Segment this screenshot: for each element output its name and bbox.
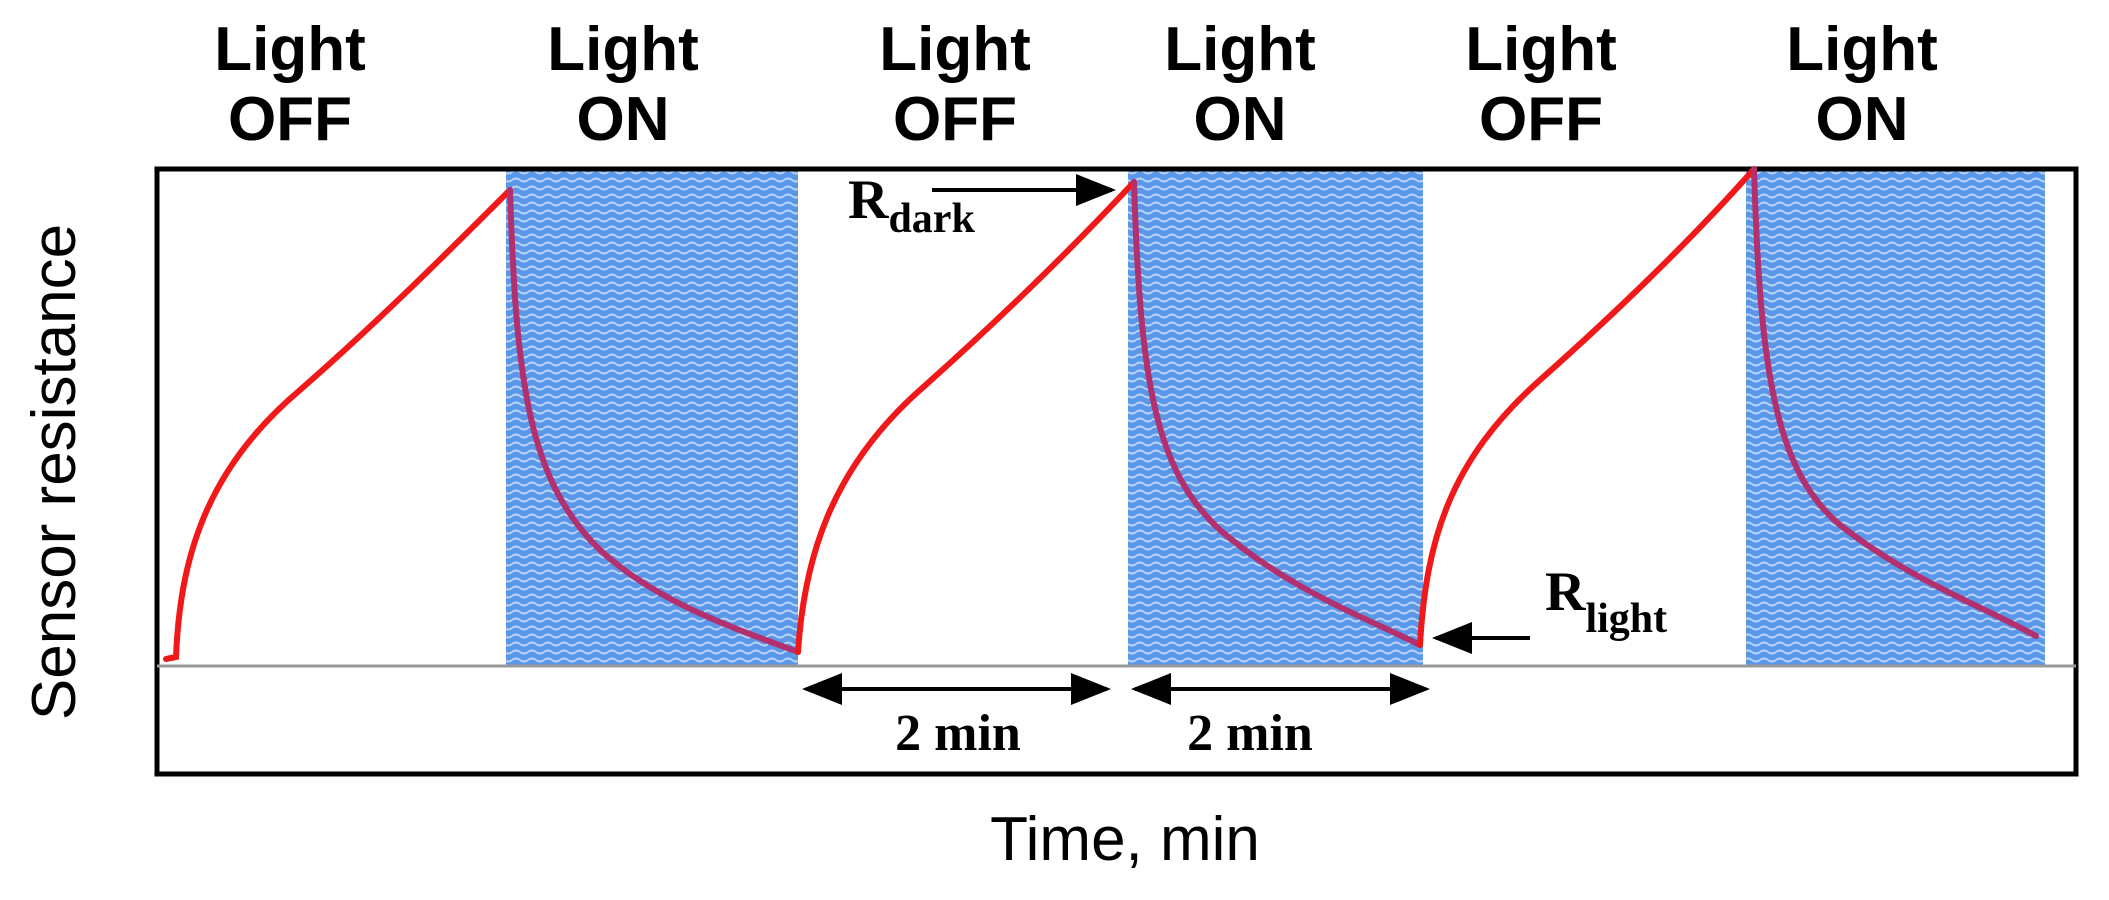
phase-label: OFF — [1479, 85, 1603, 154]
r-dark-main: R — [848, 169, 889, 231]
light-on-region — [506, 169, 798, 665]
r-dark-label: Rdark — [848, 169, 975, 242]
resistance-curve — [163, 166, 2039, 662]
r-light-label: Rlight — [1545, 561, 1667, 642]
phase-label: OFF — [228, 85, 352, 154]
plot-frame — [154, 166, 2079, 777]
phase-label: Light — [879, 15, 1031, 84]
phase-label: Light — [1465, 15, 1617, 84]
rise-curve — [1417, 166, 1757, 648]
phase-label: ON — [577, 85, 670, 154]
phase-label: ON — [1194, 85, 1287, 154]
light-on-region — [1128, 169, 1423, 665]
rise-curve — [163, 187, 513, 662]
phase-label: Light — [1164, 15, 1316, 84]
phase-label: Light — [214, 15, 366, 84]
phase-label: ON — [1816, 85, 1909, 154]
interval-label: 2 min — [895, 705, 1021, 762]
decay-curve — [1131, 179, 1423, 648]
decay-curve — [507, 187, 801, 655]
r-dark-sub: dark — [888, 196, 975, 242]
x-axis-label: Time, min — [990, 805, 1260, 874]
y-axis-label: Sensor resistance — [20, 224, 89, 720]
interval-label: 2 min — [1187, 705, 1313, 762]
phase-label: OFF — [893, 85, 1017, 154]
r-light-sub: light — [1585, 596, 1667, 642]
rise-curve — [795, 179, 1137, 655]
decay-curve — [1751, 166, 2039, 639]
r-light-main: R — [1545, 561, 1586, 623]
phase-labels: Light OFF Light ON Light OFF Light ON Li… — [214, 15, 1938, 154]
phase-label: Light — [1786, 15, 1938, 84]
phase-label: Light — [547, 15, 699, 84]
light-on-region — [1746, 169, 2045, 665]
